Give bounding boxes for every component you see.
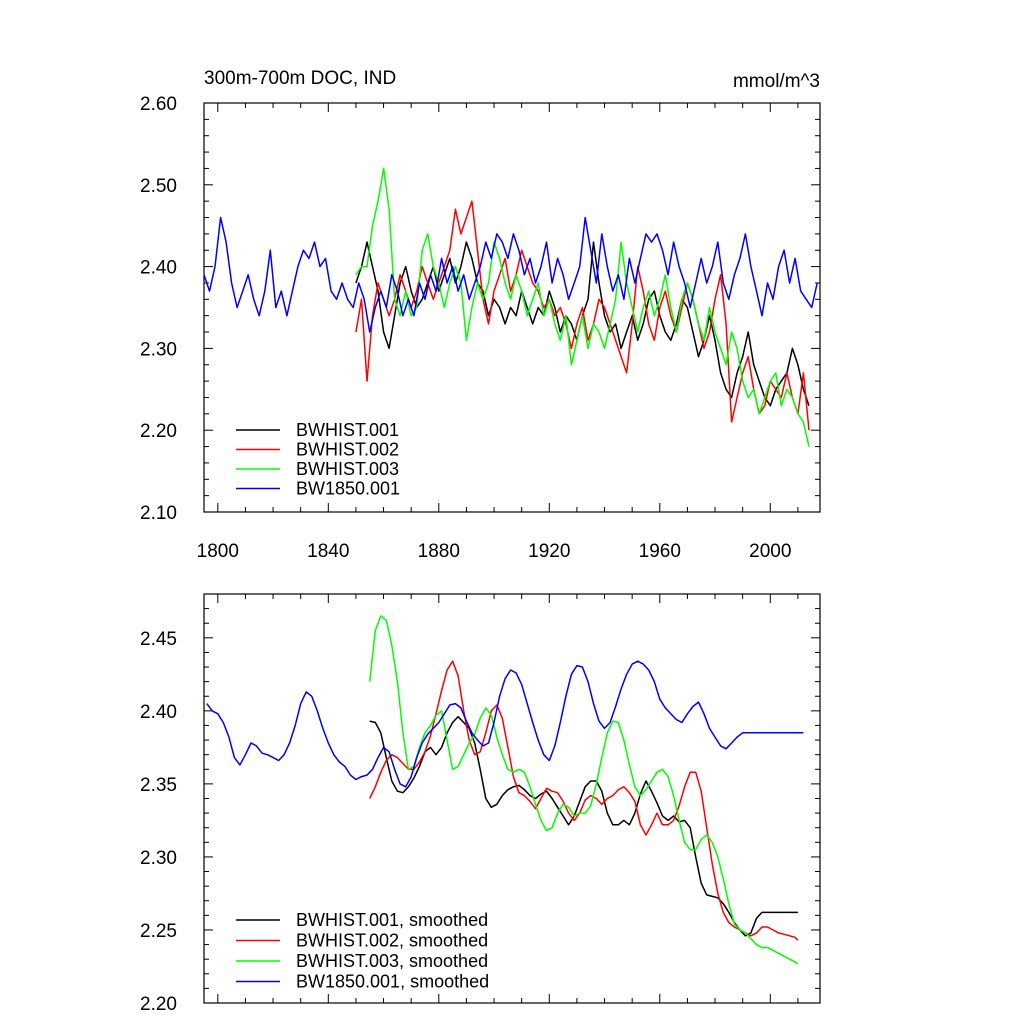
- plot-frame: [203, 102, 821, 513]
- top-panel: 300m-700m DOC, IND mmol/m^3 2.10 2.20 2.30…: [140, 68, 821, 562]
- series-line-bw1850-001: [206, 660, 804, 788]
- y-tick-label: 2.50: [140, 176, 177, 197]
- x-tick-label: 1960: [639, 541, 681, 562]
- y-tick-label: 2.10: [140, 503, 177, 524]
- y-tick-label: 2.30: [140, 339, 177, 360]
- y-tick-label: 2.40: [140, 258, 177, 279]
- y-tick-label: 2.45: [140, 629, 177, 650]
- y-tick-label: 2.30: [140, 848, 177, 869]
- series-line-bwhist-003: [355, 167, 810, 447]
- top-panel-units: mmol/m^3: [733, 71, 820, 92]
- y-tick-label: 2.60: [140, 94, 177, 115]
- legend-label: BW1850.001, smoothed: [296, 972, 489, 992]
- series-line-bwhist-001: [369, 715, 798, 937]
- legend-label: BWHIST.003, smoothed: [296, 951, 488, 971]
- x-tick-label: 1880: [418, 541, 460, 562]
- top-panel-title: 300m-700m DOC, IND: [204, 68, 396, 89]
- x-tick-label: 1800: [197, 541, 239, 562]
- x-tick-label: 2000: [749, 541, 791, 562]
- legend-label: BWHIST.001, smoothed: [296, 910, 488, 930]
- series-line-bwhist-002: [369, 660, 799, 941]
- legend-label: BW1850.001: [296, 479, 400, 499]
- y-tick-label: 2.20: [140, 421, 177, 442]
- y-tick-label: 2.25: [140, 921, 177, 942]
- y-tick-label: 2.20: [140, 994, 177, 1015]
- series-line-bwhist-002: [355, 200, 810, 431]
- legend-label: BWHIST.002: [296, 440, 399, 460]
- legend-label: BWHIST.003: [296, 459, 399, 479]
- series-line-bwhist-003: [368, 615, 799, 965]
- legend-label: BWHIST.002, smoothed: [296, 931, 488, 951]
- legend-label: BWHIST.001: [296, 420, 399, 440]
- y-tick-label: 2.35: [140, 775, 177, 796]
- x-tick-label: 1920: [528, 541, 570, 562]
- bottom-panel: 2.20 2.25 2.30 2.35 2.40 2.45 BWHIST.001, smoo…: [140, 593, 821, 1015]
- x-tick-label: 1840: [307, 541, 349, 562]
- y-tick-label: 2.40: [140, 702, 177, 723]
- series-line-bw1850-001: [204, 216, 818, 333]
